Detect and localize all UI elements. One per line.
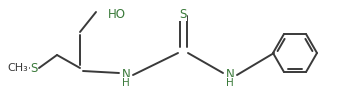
Text: HO: HO (108, 7, 126, 21)
Text: CH₃: CH₃ (8, 63, 28, 73)
Text: H: H (226, 78, 234, 88)
Text: S: S (30, 62, 38, 74)
Text: N: N (226, 68, 234, 82)
Text: N: N (122, 68, 130, 82)
Text: H: H (122, 78, 130, 88)
Text: S: S (179, 7, 187, 21)
